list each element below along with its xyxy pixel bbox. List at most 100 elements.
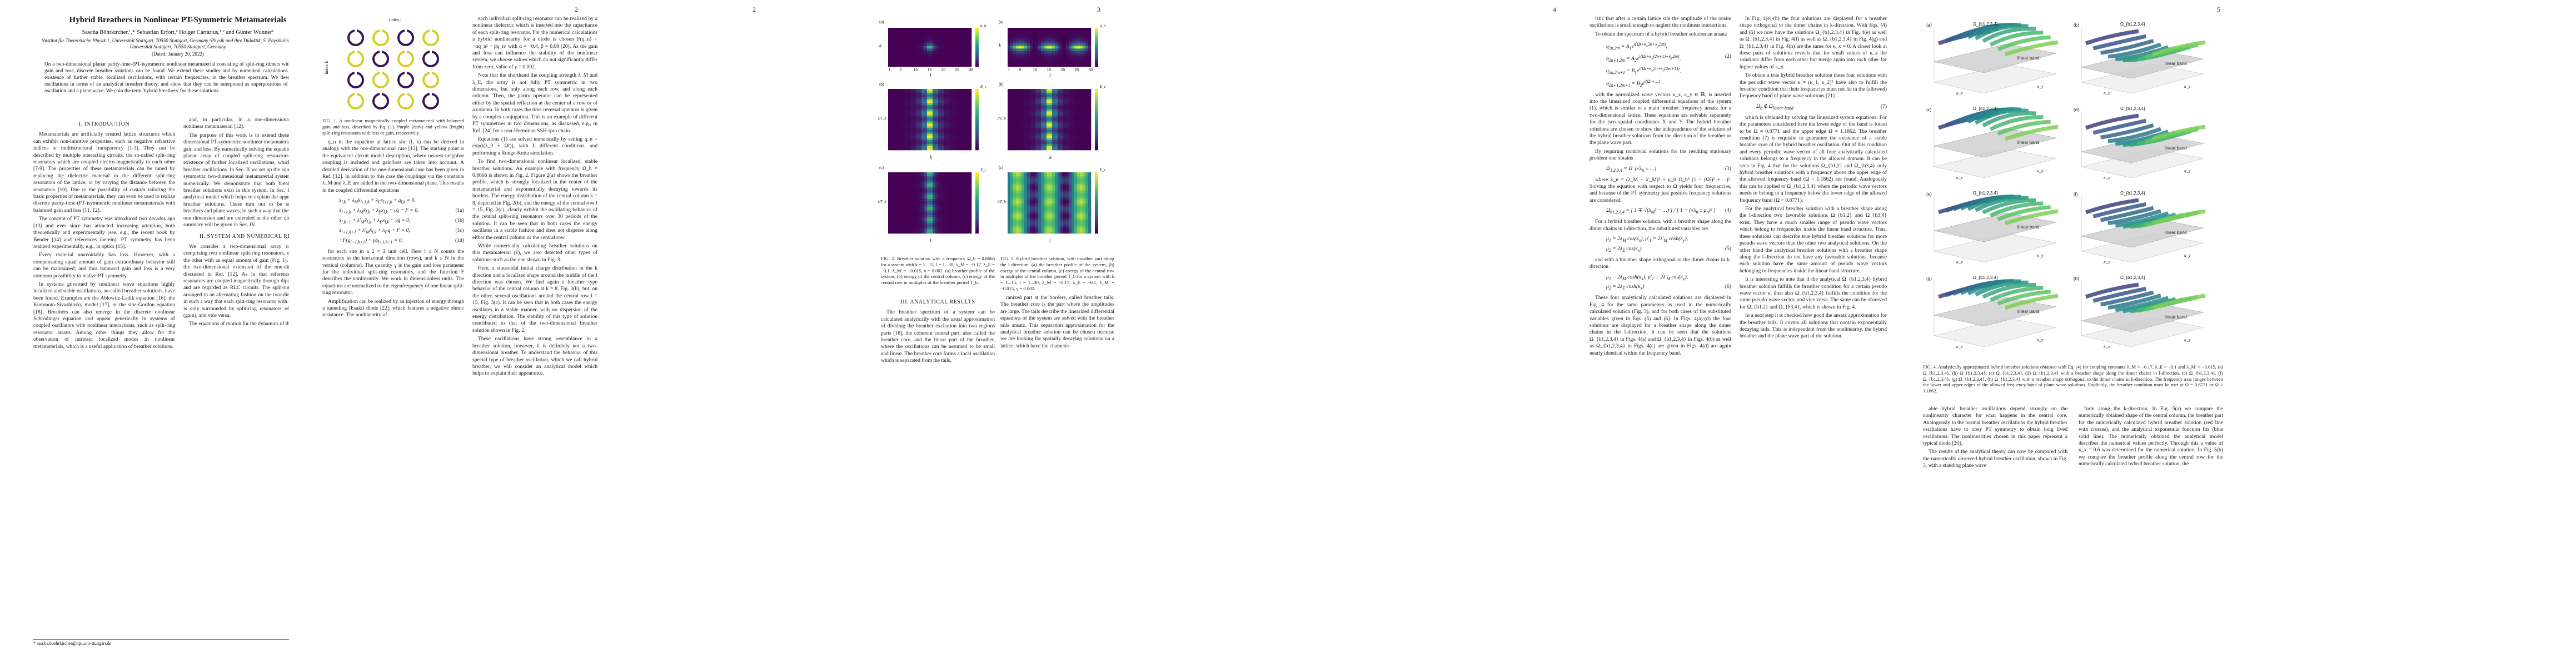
- heatmap-cell: [1016, 176, 1019, 179]
- heatmap-cell: [930, 46, 933, 49]
- heatmap-cell: [921, 51, 925, 54]
- heatmap-cell: [1069, 136, 1075, 138]
- heatmap-cell: [1060, 231, 1064, 234]
- heatmap-cell: [966, 217, 969, 220]
- heatmap-cell: [935, 28, 939, 31]
- heatmap-cell: [908, 30, 911, 33]
- heatmap-cell: [1041, 132, 1047, 134]
- heatmap-cell: [1013, 105, 1019, 108]
- heatmap-cell: [966, 185, 969, 187]
- heatmap-cell: [910, 113, 916, 116]
- heatmap-cell: [1008, 205, 1011, 207]
- heatmap-cell: [1069, 117, 1075, 120]
- heatmap-cell: [969, 36, 972, 38]
- heatmap-cell: [1016, 195, 1019, 197]
- heatmap-cell: [899, 113, 905, 116]
- heatmap-cell: [930, 61, 933, 64]
- heatmap-cell: [910, 227, 914, 230]
- heatmap-cell: [899, 28, 903, 31]
- heatmap-cell: [1060, 195, 1064, 197]
- heatmap-cell: [933, 53, 936, 57]
- heatmap-cell: [913, 48, 916, 52]
- heatmap-cell: [935, 188, 939, 191]
- heatmap-cell: [1085, 56, 1089, 59]
- heatmap-cell: [1066, 201, 1069, 203]
- heatmap-cell: [960, 133, 966, 136]
- heatmap-cell: [927, 205, 930, 207]
- y-axis-label: κ_y: [2184, 84, 2191, 89]
- heatmap-cell: [1013, 172, 1017, 175]
- heatmap-cell: [927, 229, 930, 232]
- heatmap-cell: [1074, 28, 1078, 31]
- heatmap-cell: [921, 178, 925, 181]
- heatmap-cell: [894, 30, 897, 33]
- heatmap-cell: [888, 56, 891, 59]
- heatmap-cell: [924, 197, 928, 199]
- heatmap-cell: [1013, 123, 1019, 126]
- heatmap-cell: [1030, 113, 1036, 116]
- heatmap-cell: [944, 227, 947, 230]
- heatmap-cell: [919, 59, 922, 62]
- y-axis-label: κ_y: [2037, 337, 2044, 342]
- panel-label: (c): [879, 166, 884, 170]
- heatmap-cell: [935, 209, 939, 211]
- heatmap-cell: [944, 182, 947, 185]
- heatmap-cell: [1074, 142, 1080, 145]
- heatmap-cell: [927, 213, 930, 216]
- heatmap-cell: [924, 176, 928, 179]
- heatmap-cell: [955, 209, 958, 211]
- heatmap-cell: [966, 117, 972, 120]
- heatmap-cell: [933, 197, 936, 199]
- heatmap-cell: [1008, 148, 1014, 151]
- heatmap-cell: [1055, 191, 1058, 193]
- heatmap-cell: [1010, 201, 1014, 203]
- heatmap-cell: [1030, 176, 1033, 179]
- heatmap-cell: [946, 48, 950, 52]
- heatmap-cell: [1060, 219, 1064, 222]
- heatmap-cell: [1024, 105, 1030, 108]
- surface-strip: [2151, 40, 2206, 57]
- heatmap-cell: [952, 186, 955, 189]
- heatmap-cell: [916, 91, 922, 93]
- heatmap-cell: [949, 61, 953, 64]
- heatmap-cell: [894, 64, 897, 67]
- heatmap-cell: [966, 205, 969, 207]
- heatmap-cell: [1024, 61, 1028, 64]
- heatmap-cell: [916, 95, 922, 97]
- heatmap-cell: [1072, 188, 1075, 191]
- heatmap-cell: [938, 195, 941, 197]
- heatmap-cell: [905, 144, 911, 146]
- heatmap-cell: [958, 185, 961, 187]
- heatmap-cell: [927, 174, 930, 177]
- heatmap-cell: [1019, 223, 1022, 226]
- heatmap-cell: [1041, 205, 1044, 207]
- heatmap-cell: [927, 203, 930, 205]
- heatmap-cell: [1074, 207, 1078, 210]
- heatmap-cell: [1085, 178, 1089, 181]
- heatmap-cell: [1013, 185, 1017, 187]
- heatmap-cell: [1063, 144, 1069, 146]
- heatmap-cell: [1085, 126, 1092, 128]
- heatmap-cell: [896, 185, 900, 187]
- heatmap-cell: [896, 223, 900, 226]
- heatmap-cell: [910, 41, 914, 44]
- heatmap-cell: [1063, 174, 1067, 177]
- heatmap-cell: [1022, 53, 1025, 57]
- heatmap-cell: [1019, 101, 1025, 103]
- heatmap-cell: [927, 136, 933, 138]
- heatmap-cell: [938, 28, 941, 31]
- heatmap-cell: [1055, 36, 1058, 38]
- heatmap-cell: [1041, 121, 1047, 124]
- heatmap-cell: [1063, 191, 1067, 193]
- heatmap-cell: [913, 176, 916, 179]
- heatmap-cell: [894, 148, 900, 151]
- heatmap-cell: [960, 126, 966, 128]
- heatmap-cell: [1024, 38, 1028, 41]
- heatmap-cell: [958, 229, 961, 232]
- heatmap-cell: [1033, 172, 1036, 175]
- heatmap-cell: [910, 99, 916, 102]
- heatmap-cell: [946, 223, 950, 226]
- x-axis-label: κ_x: [2104, 91, 2110, 96]
- heatmap-cell: [1041, 127, 1047, 130]
- heatmap-cell: [949, 127, 955, 130]
